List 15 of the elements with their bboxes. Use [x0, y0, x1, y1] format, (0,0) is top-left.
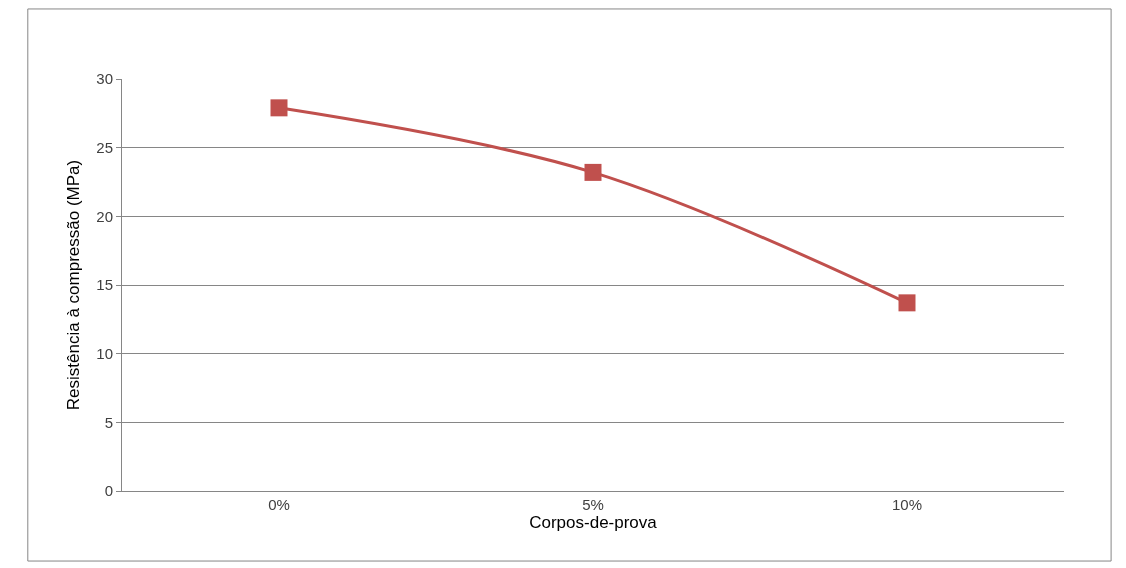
y-tick-label: 25 [96, 138, 113, 156]
x-tick-label: 0% [268, 496, 290, 513]
y-tick-label: 20 [96, 207, 113, 225]
point [270, 99, 288, 117]
point [584, 163, 602, 181]
x-tick-label: 5% [582, 496, 604, 513]
point [898, 294, 916, 312]
y-tick-label: 30 [96, 70, 113, 88]
y-axis-title: Resistência à compressão (MPa) [63, 159, 83, 411]
y-tick-label: 0 [104, 482, 113, 500]
y-tick-label: 15 [96, 276, 113, 294]
x-axis-title: Corpos-de-prova [529, 513, 658, 532]
x-tick-label: 10% [891, 496, 923, 513]
y-tick-label: 10 [96, 344, 113, 362]
y-tick-label: 5 [104, 413, 113, 431]
